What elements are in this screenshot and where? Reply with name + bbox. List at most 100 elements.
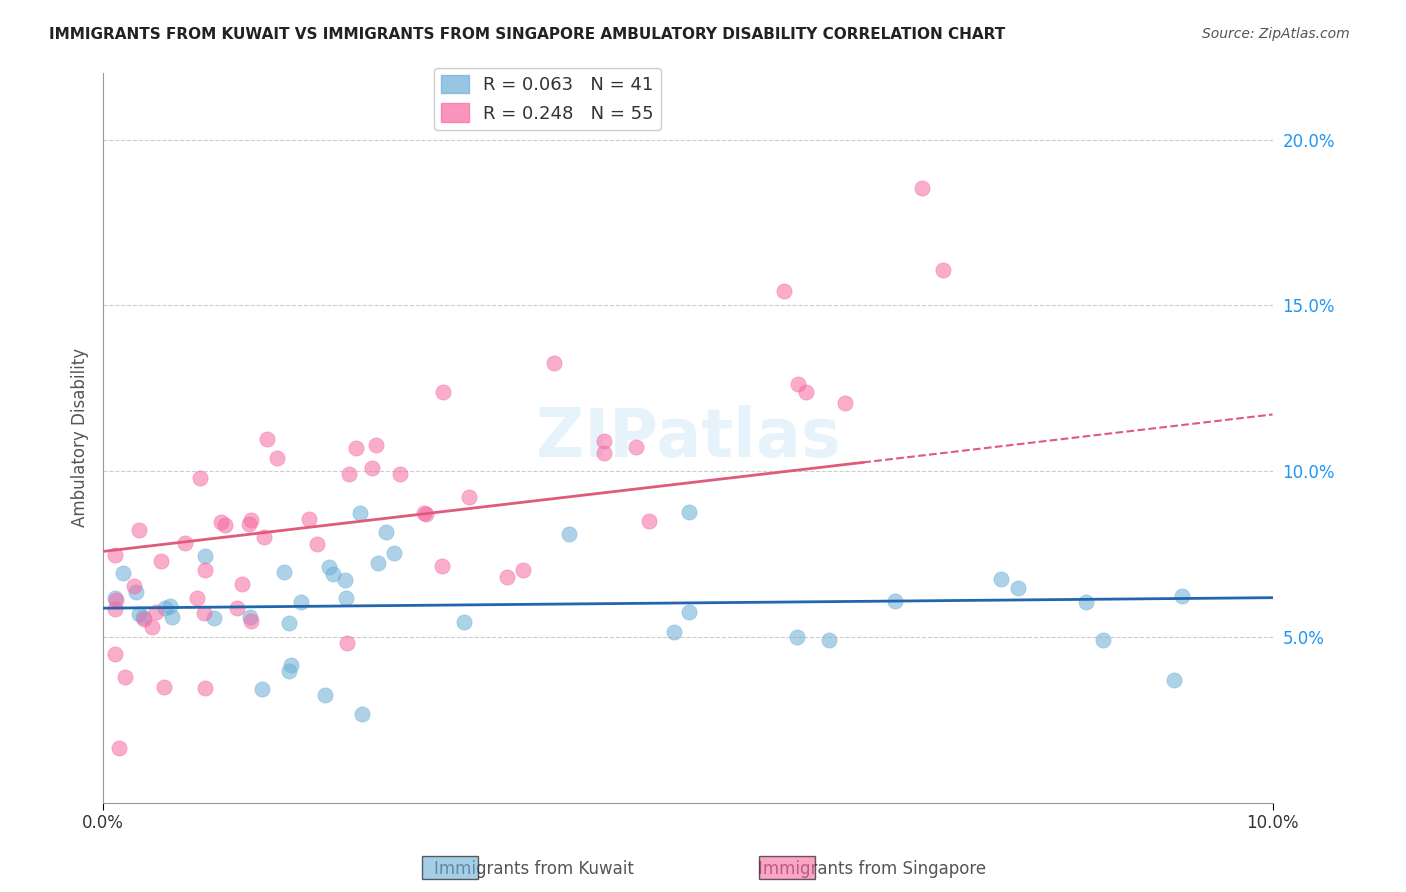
Point bbox=[1007, 581, 1029, 595]
Point bbox=[432, 385, 454, 400]
Point bbox=[678, 505, 700, 519]
Point bbox=[226, 601, 249, 615]
Point bbox=[884, 594, 907, 608]
Point bbox=[280, 657, 302, 672]
Point bbox=[314, 688, 336, 702]
Point bbox=[153, 680, 176, 694]
Point bbox=[290, 595, 312, 609]
Point bbox=[104, 648, 127, 662]
Point bbox=[318, 560, 340, 574]
Point bbox=[367, 556, 389, 570]
Point bbox=[496, 570, 519, 584]
Point bbox=[786, 630, 808, 644]
Point bbox=[155, 601, 177, 615]
Point bbox=[160, 609, 183, 624]
Point bbox=[344, 442, 367, 456]
Point bbox=[111, 566, 134, 580]
Point bbox=[796, 384, 818, 399]
Point bbox=[125, 585, 148, 599]
Point bbox=[253, 529, 276, 543]
Point bbox=[104, 591, 127, 606]
Point bbox=[174, 535, 197, 549]
Point bbox=[256, 433, 278, 447]
Point bbox=[128, 607, 150, 621]
Text: Immigrants from Kuwait: Immigrants from Kuwait bbox=[434, 860, 634, 878]
Point bbox=[114, 671, 136, 685]
Point bbox=[624, 440, 647, 454]
Point bbox=[430, 558, 453, 573]
Point bbox=[337, 467, 360, 481]
Point bbox=[186, 591, 208, 605]
Point bbox=[145, 606, 167, 620]
Text: ZIPatlas: ZIPatlas bbox=[536, 405, 841, 471]
Point bbox=[990, 572, 1012, 586]
Point bbox=[322, 566, 344, 581]
Point bbox=[277, 615, 299, 630]
Point bbox=[194, 549, 217, 564]
Point bbox=[818, 632, 841, 647]
Point bbox=[931, 263, 953, 277]
Point bbox=[787, 376, 810, 391]
Text: Source: ZipAtlas.com: Source: ZipAtlas.com bbox=[1202, 27, 1350, 41]
Point bbox=[388, 467, 411, 482]
Point bbox=[231, 577, 253, 591]
Point bbox=[662, 625, 685, 640]
Point bbox=[141, 620, 163, 634]
Point bbox=[364, 438, 387, 452]
Point bbox=[305, 537, 328, 551]
Point bbox=[188, 471, 211, 485]
Point bbox=[266, 450, 288, 465]
Text: IMMIGRANTS FROM KUWAIT VS IMMIGRANTS FROM SINGAPORE AMBULATORY DISABILITY CORREL: IMMIGRANTS FROM KUWAIT VS IMMIGRANTS FRO… bbox=[49, 27, 1005, 42]
Point bbox=[911, 181, 934, 195]
Point bbox=[209, 515, 232, 529]
Point bbox=[592, 434, 614, 449]
Point bbox=[278, 664, 301, 678]
Point bbox=[1091, 632, 1114, 647]
Point bbox=[415, 507, 437, 521]
Point bbox=[132, 612, 155, 626]
Point bbox=[132, 610, 155, 624]
Point bbox=[193, 606, 215, 620]
Point bbox=[412, 506, 434, 520]
Point bbox=[772, 285, 794, 299]
Point bbox=[194, 681, 217, 696]
Point bbox=[834, 396, 856, 410]
Point bbox=[335, 591, 357, 606]
Point bbox=[250, 682, 273, 697]
Point bbox=[104, 593, 127, 607]
Point bbox=[453, 615, 475, 629]
Point bbox=[374, 524, 396, 539]
Point bbox=[104, 602, 127, 616]
Point bbox=[1074, 594, 1097, 608]
Point bbox=[214, 518, 236, 533]
Point bbox=[352, 707, 374, 722]
Point bbox=[593, 446, 616, 460]
Point bbox=[333, 573, 356, 587]
Point bbox=[239, 609, 262, 624]
Point bbox=[382, 546, 405, 560]
Point bbox=[149, 554, 172, 568]
Point bbox=[108, 740, 131, 755]
Point bbox=[458, 490, 481, 504]
Point bbox=[238, 516, 260, 531]
Point bbox=[349, 506, 371, 520]
Point bbox=[678, 606, 700, 620]
Point bbox=[194, 563, 217, 577]
Text: Immigrants from Singapore: Immigrants from Singapore bbox=[758, 860, 986, 878]
Point bbox=[1163, 673, 1185, 687]
Point bbox=[202, 611, 225, 625]
Point bbox=[360, 461, 382, 475]
Point bbox=[273, 565, 295, 579]
Legend: R = 0.063   N = 41, R = 0.248   N = 55: R = 0.063 N = 41, R = 0.248 N = 55 bbox=[434, 68, 661, 130]
Point bbox=[122, 579, 145, 593]
Point bbox=[543, 356, 565, 370]
Point bbox=[336, 636, 359, 650]
Point bbox=[239, 614, 262, 628]
Point bbox=[1171, 589, 1194, 603]
Point bbox=[638, 515, 661, 529]
Point bbox=[512, 563, 534, 577]
Point bbox=[104, 548, 127, 562]
Point bbox=[557, 527, 579, 541]
Point bbox=[297, 512, 319, 526]
Point bbox=[128, 523, 150, 537]
